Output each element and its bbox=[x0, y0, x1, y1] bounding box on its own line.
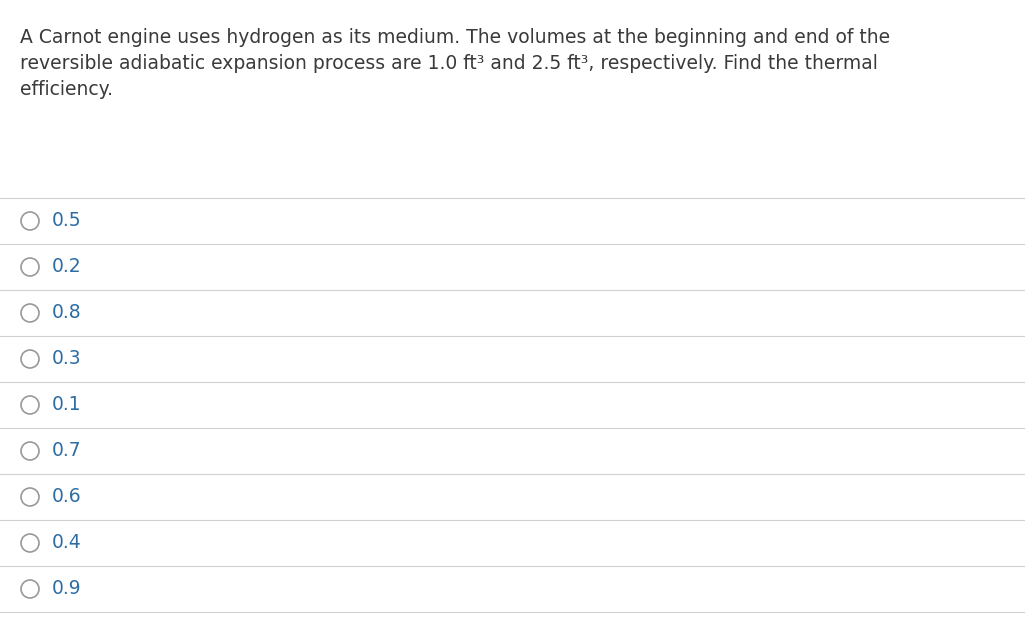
Text: 0.1: 0.1 bbox=[52, 395, 82, 415]
Text: 0.3: 0.3 bbox=[52, 349, 82, 368]
Text: 0.8: 0.8 bbox=[52, 304, 82, 323]
Text: A Carnot engine uses hydrogen as its medium. The volumes at the beginning and en: A Carnot engine uses hydrogen as its med… bbox=[20, 28, 890, 47]
Text: 0.7: 0.7 bbox=[52, 442, 82, 460]
Text: 0.9: 0.9 bbox=[52, 579, 82, 598]
Text: 0.6: 0.6 bbox=[52, 487, 82, 507]
Text: 0.4: 0.4 bbox=[52, 534, 82, 552]
Text: efficiency.: efficiency. bbox=[20, 80, 113, 99]
Text: 0.2: 0.2 bbox=[52, 257, 82, 276]
Text: 0.5: 0.5 bbox=[52, 212, 82, 231]
Text: reversible adiabatic expansion process are 1.0 ft³ and 2.5 ft³, respectively. Fi: reversible adiabatic expansion process a… bbox=[20, 54, 877, 73]
